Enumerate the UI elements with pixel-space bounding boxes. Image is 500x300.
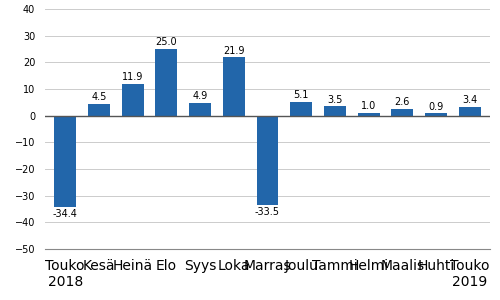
Bar xyxy=(54,116,76,207)
Text: 4.5: 4.5 xyxy=(92,92,106,102)
Bar xyxy=(425,113,447,116)
Bar xyxy=(156,49,178,116)
Text: -34.4: -34.4 xyxy=(53,209,78,219)
Text: 5.1: 5.1 xyxy=(294,91,309,100)
Text: 2.6: 2.6 xyxy=(394,97,410,107)
Text: 25.0: 25.0 xyxy=(156,38,177,47)
Text: 0.9: 0.9 xyxy=(428,102,444,112)
Text: 11.9: 11.9 xyxy=(122,72,144,82)
Text: -33.5: -33.5 xyxy=(255,207,280,217)
Bar xyxy=(358,113,380,116)
Bar xyxy=(290,102,312,116)
Bar xyxy=(88,104,110,116)
Text: 21.9: 21.9 xyxy=(223,46,244,56)
Bar xyxy=(324,106,346,116)
Bar xyxy=(392,109,413,116)
Bar xyxy=(256,116,278,205)
Bar xyxy=(189,103,211,116)
Text: 3.5: 3.5 xyxy=(327,95,342,105)
Bar xyxy=(122,84,144,116)
Text: 4.9: 4.9 xyxy=(192,91,208,101)
Bar xyxy=(223,57,244,116)
Text: 1.0: 1.0 xyxy=(361,101,376,111)
Text: 3.4: 3.4 xyxy=(462,95,477,105)
Bar xyxy=(459,106,480,116)
